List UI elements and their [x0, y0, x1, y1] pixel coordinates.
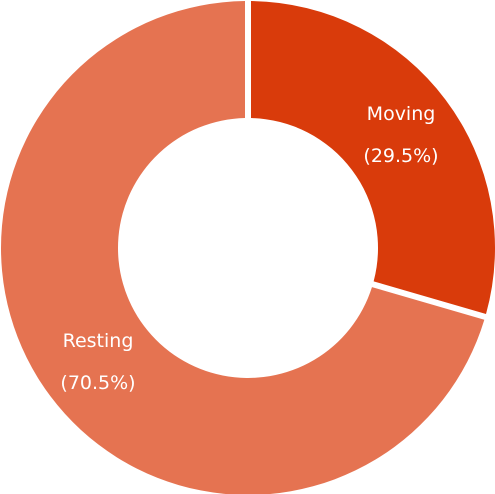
slice-resting: [1, 1, 485, 494]
slice-label-moving: Moving: [367, 103, 436, 125]
slice-labels: Moving (29.5%) Resting (70.5%): [60, 103, 438, 394]
slice-percent-moving: (29.5%): [363, 145, 438, 167]
slice-percent-resting: (70.5%): [60, 372, 135, 394]
slice-moving: [250, 1, 495, 315]
slice-label-resting: Resting: [63, 330, 134, 352]
